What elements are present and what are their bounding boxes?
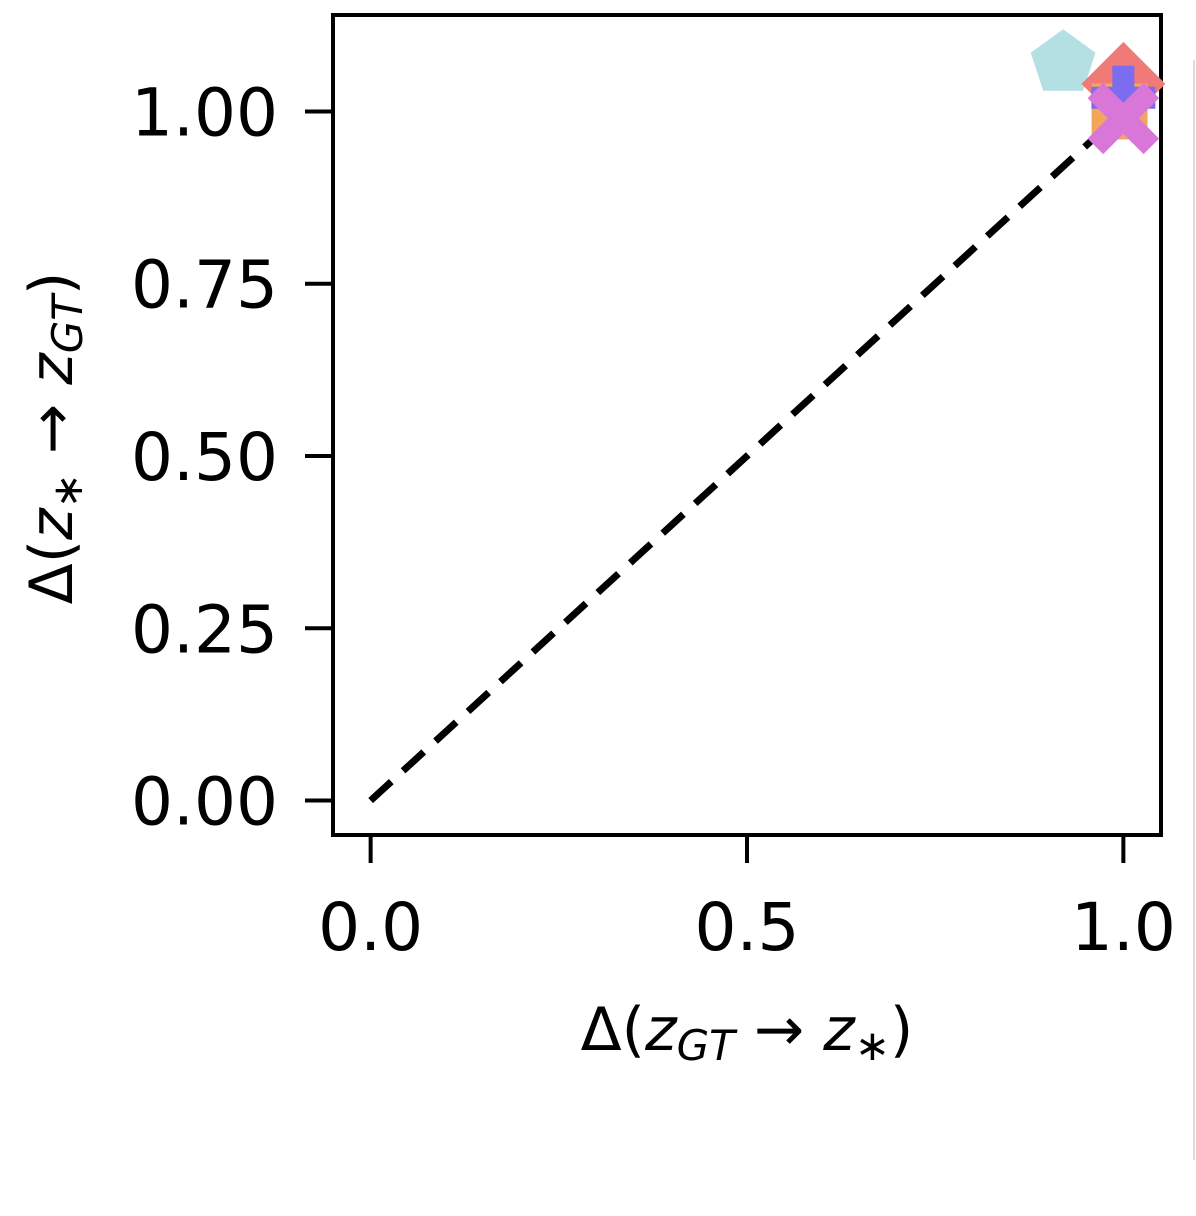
reference-diagonal-line xyxy=(368,108,1126,804)
y-tick-label: 0.00 xyxy=(131,764,278,841)
pentagon-marker xyxy=(1030,29,1096,91)
reference-line-layer xyxy=(368,108,1126,804)
y-tick-label: 0.25 xyxy=(131,591,278,668)
x-tick-label: 1.0 xyxy=(1071,889,1176,966)
y-axis-title: Δ(z∗ → zGT) xyxy=(17,272,92,605)
y-tick-label: 0.50 xyxy=(131,419,278,496)
x-marker xyxy=(1087,82,1160,155)
x-axis-ticks: 0.0 0.5 1.0 xyxy=(318,835,1176,966)
y-tick-label: 0.75 xyxy=(131,247,278,324)
y-axis-ticks: 0.00 0.25 0.50 0.75 1.00 xyxy=(131,74,333,841)
x-tick-label: 0.0 xyxy=(318,889,423,966)
y-tick-label: 1.00 xyxy=(131,74,278,151)
markers-layer xyxy=(1030,29,1166,155)
x-tick-label: 0.5 xyxy=(695,889,800,966)
plot-frame xyxy=(331,13,1163,837)
x-axis-title: Δ(zGT → z∗) xyxy=(581,995,914,1070)
